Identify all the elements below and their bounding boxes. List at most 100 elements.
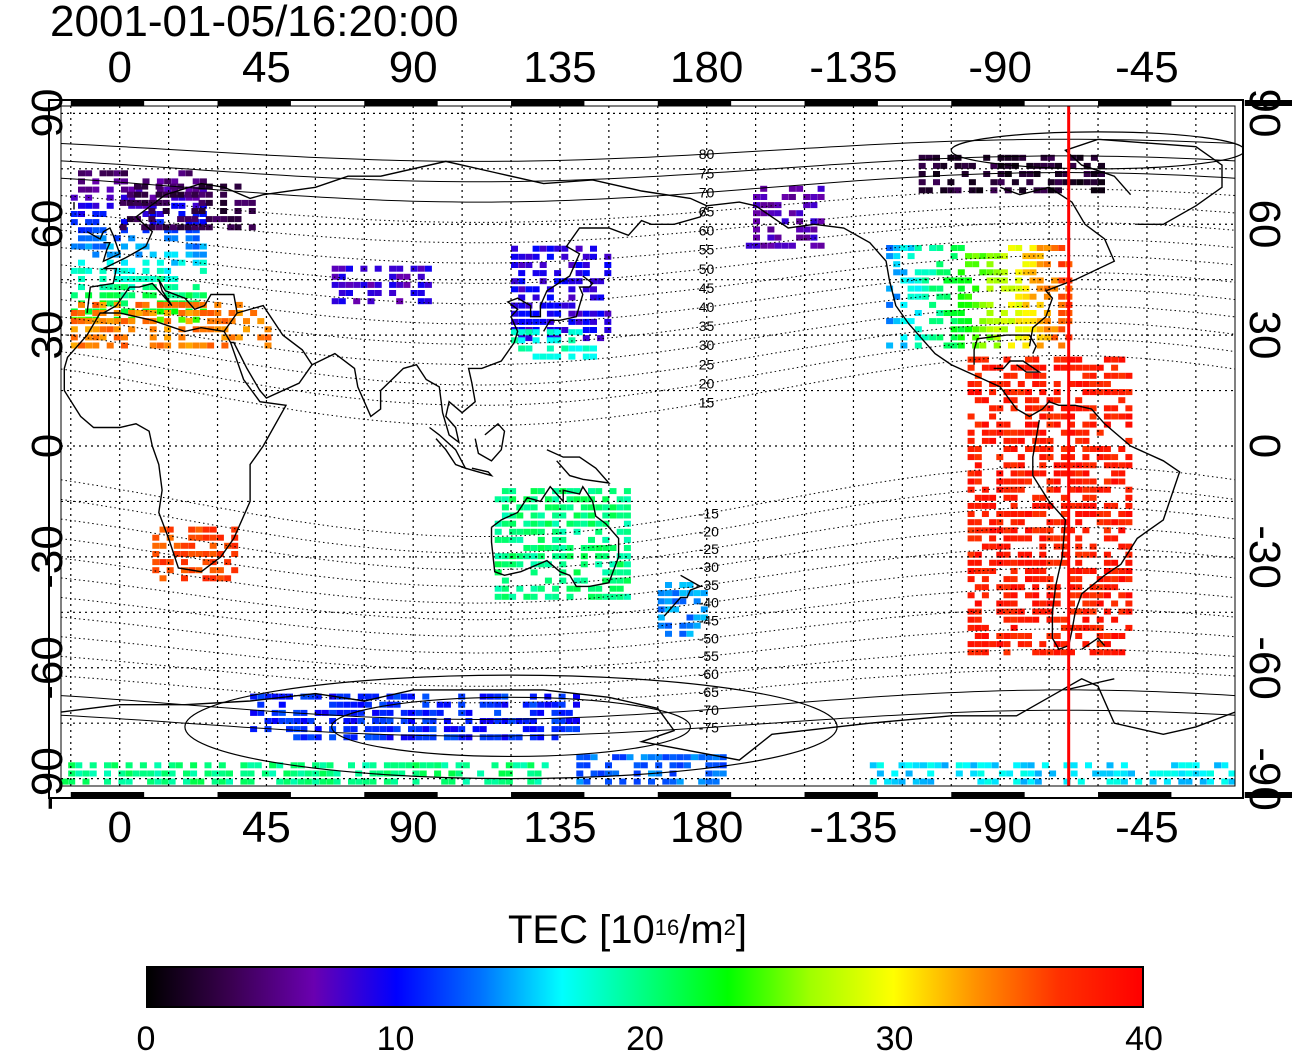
tec-tile xyxy=(974,381,982,387)
tec-data-layer xyxy=(61,154,1236,785)
tec-tile xyxy=(753,210,760,217)
tec-tile xyxy=(1017,454,1025,461)
colorbar-tick-label: 40 xyxy=(1125,1020,1163,1058)
tec-tile xyxy=(142,276,150,282)
tec-tile xyxy=(989,413,997,420)
tec-tile xyxy=(1090,179,1098,186)
tec-tile xyxy=(1017,535,1025,542)
tec-tile xyxy=(623,577,631,584)
tec-tile xyxy=(604,310,612,317)
contour-label: -65 xyxy=(699,684,719,700)
tec-tile xyxy=(221,334,229,341)
tec-tile xyxy=(408,734,415,741)
tec-tile xyxy=(753,202,760,209)
colorbar-tick-label: 20 xyxy=(626,1020,664,1058)
contour-label: 15 xyxy=(699,395,715,411)
tec-tile xyxy=(991,778,999,785)
tec-tile xyxy=(1017,616,1025,623)
tec-tile xyxy=(1089,551,1097,558)
tec-tile xyxy=(1010,486,1018,493)
tec-tile xyxy=(156,259,164,266)
tec-tile xyxy=(379,701,387,708)
tec-tile xyxy=(1053,381,1061,387)
tec-tile xyxy=(198,191,206,198)
tec-tile xyxy=(171,308,179,315)
contour-line xyxy=(60,506,1236,571)
tec-tile xyxy=(933,162,940,169)
tec-tile xyxy=(398,770,406,777)
tec-tile xyxy=(989,429,997,436)
tec-tile xyxy=(1103,462,1111,469)
contour-line xyxy=(60,547,1236,604)
tec-tile xyxy=(1022,285,1030,292)
tec-tile xyxy=(529,693,537,700)
tec-tile xyxy=(155,199,163,206)
tec-tile xyxy=(527,778,535,785)
tec-tile xyxy=(989,389,997,396)
tec-tile xyxy=(996,454,1004,461)
tec-tile xyxy=(190,762,198,769)
tec-tile xyxy=(113,267,121,274)
tec-tile xyxy=(1089,624,1097,631)
tec-tile xyxy=(558,718,566,724)
tec-tile xyxy=(1039,608,1047,615)
tec-tile xyxy=(936,245,944,251)
tec-tile xyxy=(1010,462,1018,469)
tec-tile xyxy=(78,243,85,250)
tec-tile xyxy=(970,770,978,777)
tec-tile xyxy=(422,718,430,724)
tec-tile xyxy=(525,310,533,317)
tec-tile xyxy=(1015,245,1023,251)
tec-tile xyxy=(494,528,502,535)
tec-tile xyxy=(534,778,542,785)
tec-tile xyxy=(525,302,533,309)
tec-tile xyxy=(1068,608,1075,615)
tec-tile xyxy=(518,310,526,317)
tec-tile xyxy=(1046,502,1054,509)
tec-tile xyxy=(119,199,127,206)
lat-tick-label: 30 xyxy=(1240,310,1289,360)
tec-tile xyxy=(1000,310,1008,316)
tec-tile xyxy=(1111,364,1119,371)
tec-tile xyxy=(346,281,353,288)
tec-tile xyxy=(247,762,255,769)
tec-tile xyxy=(1053,486,1061,493)
tec-tile xyxy=(343,734,351,741)
tec-tile xyxy=(283,770,291,777)
tec-tile xyxy=(1096,381,1104,387)
tec-tile xyxy=(950,334,958,341)
tec-tile xyxy=(1022,293,1030,300)
tec-tile xyxy=(1004,162,1012,169)
tec-tile xyxy=(99,292,107,299)
tec-tile xyxy=(1049,770,1057,777)
tec-tile xyxy=(152,559,160,566)
tec-tile xyxy=(929,318,937,325)
tec-tile xyxy=(1106,778,1114,785)
tec-tile xyxy=(1125,519,1133,526)
tec-tile xyxy=(989,437,997,444)
tec-tile xyxy=(623,569,631,576)
tec-tile xyxy=(573,693,580,700)
tec-tile xyxy=(1068,356,1075,363)
tec-tile xyxy=(1017,584,1025,591)
tec-tile xyxy=(113,318,121,325)
contour-label: 65 xyxy=(699,203,715,219)
tec-tile xyxy=(989,535,997,542)
frame-tick-bar xyxy=(657,100,732,106)
tec-tile xyxy=(565,709,573,716)
tec-tile xyxy=(546,245,554,252)
tec-tile xyxy=(408,709,415,716)
tec-tile xyxy=(1040,154,1048,161)
tec-tile xyxy=(566,593,574,600)
tec-tile xyxy=(1185,778,1193,785)
tec-tile xyxy=(1118,478,1126,485)
tec-tile xyxy=(566,504,574,511)
tec-tile xyxy=(234,183,242,190)
tec-tile xyxy=(68,770,76,777)
tec-tile xyxy=(161,770,169,777)
tec-tile xyxy=(619,754,627,761)
tec-tile xyxy=(376,770,384,777)
tec-tile xyxy=(616,512,624,519)
tec-tile xyxy=(1010,624,1018,631)
tec-tile xyxy=(1068,381,1075,387)
